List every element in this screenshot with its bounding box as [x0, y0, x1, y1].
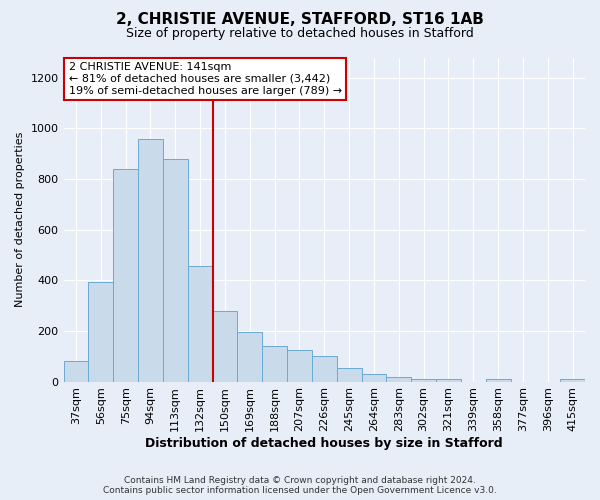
Bar — [113, 169, 138, 382]
Bar — [312, 356, 337, 382]
Bar — [163, 159, 188, 382]
Bar — [560, 379, 585, 382]
Text: 2, CHRISTIE AVENUE, STAFFORD, ST16 1AB: 2, CHRISTIE AVENUE, STAFFORD, ST16 1AB — [116, 12, 484, 28]
Bar — [64, 362, 88, 382]
Y-axis label: Number of detached properties: Number of detached properties — [15, 132, 25, 307]
Bar — [262, 346, 287, 382]
Bar — [238, 332, 262, 382]
Text: 2 CHRISTIE AVENUE: 141sqm
← 81% of detached houses are smaller (3,442)
19% of se: 2 CHRISTIE AVENUE: 141sqm ← 81% of detac… — [69, 62, 342, 96]
Bar — [337, 368, 362, 382]
Text: Size of property relative to detached houses in Stafford: Size of property relative to detached ho… — [126, 28, 474, 40]
Bar — [212, 310, 238, 382]
Bar — [287, 350, 312, 382]
Bar — [411, 379, 436, 382]
Text: Contains HM Land Registry data © Crown copyright and database right 2024.
Contai: Contains HM Land Registry data © Crown c… — [103, 476, 497, 495]
Bar — [362, 374, 386, 382]
Bar — [138, 138, 163, 382]
X-axis label: Distribution of detached houses by size in Stafford: Distribution of detached houses by size … — [145, 437, 503, 450]
Bar — [436, 379, 461, 382]
Bar — [88, 282, 113, 382]
Bar — [386, 376, 411, 382]
Bar — [188, 266, 212, 382]
Bar — [485, 379, 511, 382]
